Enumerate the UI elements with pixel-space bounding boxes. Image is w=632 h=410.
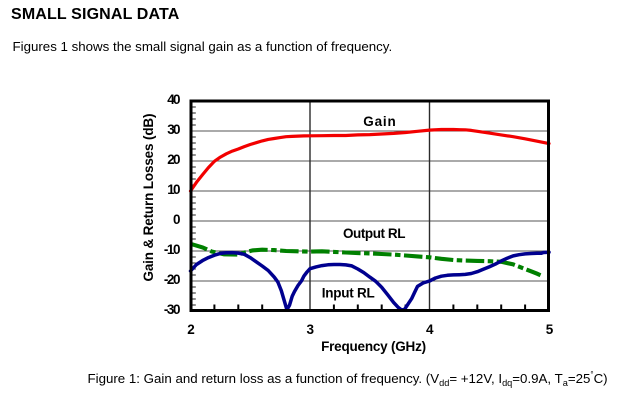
svg-text:-20: -20 xyxy=(164,272,181,287)
svg-text:3: 3 xyxy=(307,322,315,337)
svg-text:20: 20 xyxy=(167,152,180,167)
svg-text:Gain & Return Losses (dB): Gain & Return Losses (dB) xyxy=(141,114,156,282)
svg-text:30: 30 xyxy=(167,122,180,137)
svg-text:0: 0 xyxy=(173,212,181,227)
svg-text:Gain: Gain xyxy=(363,114,396,129)
svg-text:Output RL: Output RL xyxy=(343,226,406,241)
svg-text:-30: -30 xyxy=(164,302,181,317)
svg-text:Frequency (GHz): Frequency (GHz) xyxy=(321,339,426,354)
svg-text:40: 40 xyxy=(167,92,180,107)
svg-text:5: 5 xyxy=(546,322,554,337)
svg-text:-10: -10 xyxy=(164,242,181,257)
svg-text:Input RL: Input RL xyxy=(322,286,375,301)
svg-text:2: 2 xyxy=(187,322,195,337)
svg-text:4: 4 xyxy=(426,322,434,337)
svg-text:10: 10 xyxy=(167,182,180,197)
